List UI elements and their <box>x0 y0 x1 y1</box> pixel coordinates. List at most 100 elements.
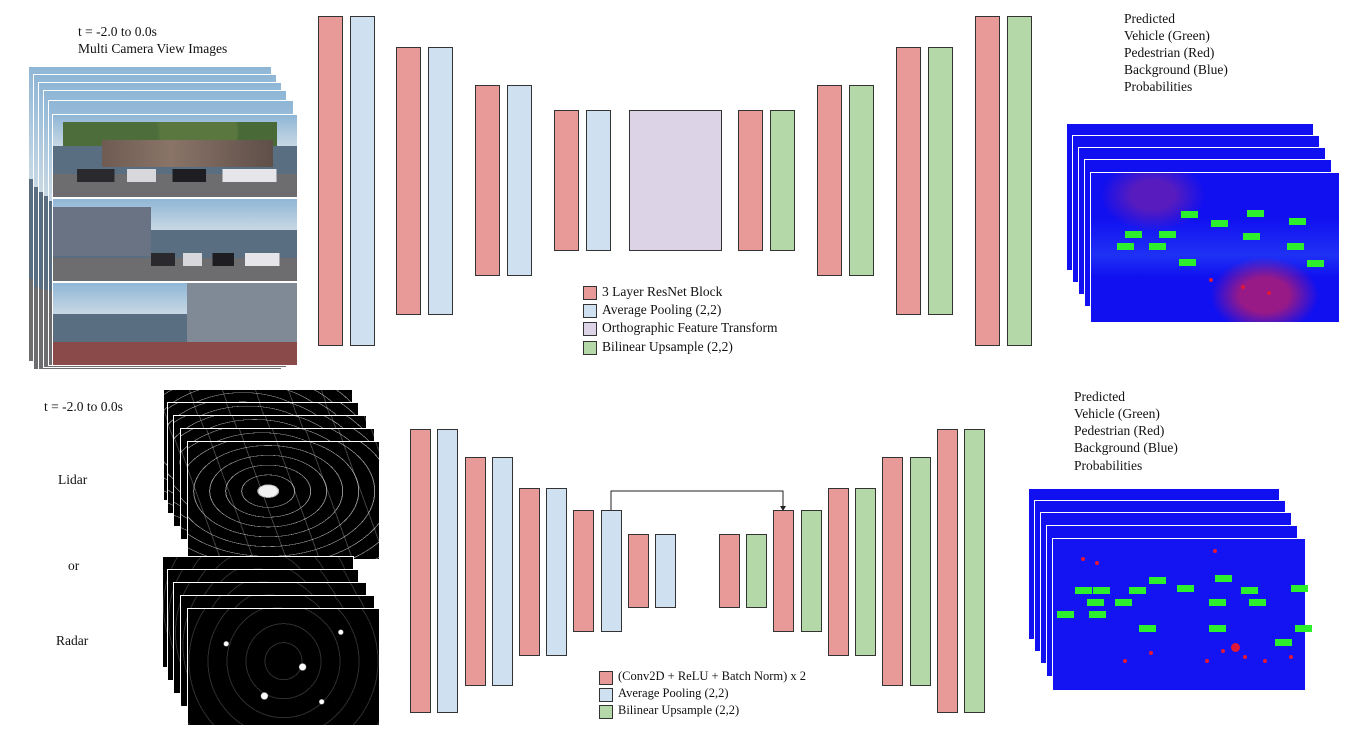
caption-line: Pedestrian (Red) <box>1074 423 1165 438</box>
average-pooling-block <box>428 47 453 315</box>
bilinear-upsample-block <box>910 457 931 686</box>
conv-block <box>628 534 649 608</box>
vehicle-mark <box>1295 625 1312 632</box>
vehicle-mark <box>1275 639 1292 646</box>
average-pooling-block <box>546 488 567 656</box>
caption-line: Predicted <box>1124 11 1175 26</box>
pedestrian-mark <box>1289 655 1293 659</box>
average-pooling-block <box>437 429 458 713</box>
vehicle-mark <box>1087 599 1104 606</box>
bilinear-upsample-block <box>964 429 985 713</box>
radar-map <box>187 608 380 726</box>
caption-line: Background (Blue) <box>1074 440 1178 455</box>
radar-label: Radar <box>56 633 89 648</box>
vehicle-mark <box>1159 231 1176 238</box>
pedestrian-mark <box>1081 557 1085 561</box>
pedestrian-mark <box>1209 278 1213 282</box>
vehicle-mark <box>1115 599 1132 606</box>
vehicle-mark <box>1287 243 1304 250</box>
vehicle-mark <box>1139 625 1156 632</box>
conv-block <box>882 457 903 686</box>
camera-view-side <box>52 198 298 282</box>
or-label: or <box>68 558 80 573</box>
average-pooling-block <box>507 85 532 276</box>
legend-label: Bilinear Upsample (2,2) <box>618 703 740 717</box>
vehicle-mark <box>1129 587 1146 594</box>
vehicle-mark <box>1057 611 1074 618</box>
camera-view-rear <box>52 282 298 366</box>
vehicle-mark <box>1177 585 1194 592</box>
vehicle-mark <box>1211 220 1228 227</box>
legend-label: Orthographic Feature Transform <box>602 320 778 335</box>
pedestrian-mark <box>1213 549 1217 553</box>
resnet-block <box>475 85 500 276</box>
skip-connection-arrow <box>610 490 786 511</box>
conv-block <box>410 429 431 713</box>
vehicle-mark <box>1089 611 1106 618</box>
legend-swatch <box>599 688 613 702</box>
vehicle-mark <box>1209 599 1226 606</box>
orthographic-feature-transform-block <box>629 110 722 251</box>
resnet-block <box>896 47 921 315</box>
conv-block <box>937 429 958 713</box>
resnet-block <box>318 16 343 346</box>
conv-block <box>828 488 849 656</box>
conv-block <box>519 488 540 656</box>
caption-line: Pedestrian (Red) <box>1124 45 1215 60</box>
caption-line: Vehicle (Green) <box>1124 28 1210 43</box>
average-pooling-block <box>655 534 676 608</box>
pedestrian-mark <box>1095 561 1099 565</box>
vehicle-mark <box>1249 599 1266 606</box>
vehicle-mark <box>1179 259 1196 266</box>
pedestrian-mark <box>1243 655 1247 659</box>
average-pooling-block <box>601 510 622 632</box>
legend-swatch <box>599 671 613 685</box>
bilinear-upsample-block <box>746 534 767 608</box>
legend-label: 3 Layer ResNet Block <box>602 284 723 299</box>
vehicle-mark <box>1149 577 1166 584</box>
average-pooling-block <box>492 457 513 686</box>
conv-block <box>719 534 740 608</box>
prediction-map <box>1090 172 1340 323</box>
legend-swatch <box>599 705 613 719</box>
pedestrian-mark <box>1263 659 1267 663</box>
vehicle-mark <box>1149 243 1166 250</box>
vehicle-mark <box>1093 587 1110 594</box>
pedestrian-mark <box>1267 291 1271 295</box>
average-pooling-block <box>350 16 375 346</box>
vehicle-mark <box>1243 233 1260 240</box>
pedestrian-mark <box>1123 659 1127 663</box>
conv-block <box>773 510 794 632</box>
caption-line: Vehicle (Green) <box>1074 406 1160 421</box>
lidar-label: Lidar <box>58 472 88 487</box>
camera-view-front <box>52 114 298 198</box>
vehicle-mark <box>1307 260 1324 267</box>
vehicle-mark <box>1125 231 1142 238</box>
bilinear-upsample-block <box>770 110 795 251</box>
vehicle-mark <box>1247 210 1264 217</box>
vehicle-mark <box>1117 243 1134 250</box>
prediction-map <box>1052 538 1312 691</box>
vehicle-mark <box>1209 625 1226 632</box>
average-pooling-block <box>586 110 611 251</box>
legend-label: (Conv2D + ReLU + Batch Norm) x 2 <box>618 669 807 683</box>
resnet-block <box>817 85 842 276</box>
legend-swatch <box>583 341 597 355</box>
top-time-label: t = -2.0 to 0.0s <box>78 24 157 39</box>
legend-swatch <box>583 304 597 318</box>
caption-line: Predicted <box>1074 389 1125 404</box>
vehicle-mark <box>1241 587 1258 594</box>
bottom-time-label: t = -2.0 to 0.0s <box>44 399 123 414</box>
resnet-block <box>554 110 579 251</box>
pedestrian-mark <box>1149 651 1153 655</box>
vehicle-mark <box>1075 587 1092 594</box>
pedestrian-mark <box>1241 285 1245 289</box>
bilinear-upsample-block <box>855 488 876 656</box>
bilinear-upsample-block <box>928 47 953 315</box>
conv-block <box>465 457 486 686</box>
caption-line: Probabilities <box>1074 458 1143 473</box>
bilinear-upsample-block <box>849 85 874 276</box>
caption-line: Background (Blue) <box>1124 62 1228 77</box>
legend-swatch <box>583 322 597 336</box>
resnet-block <box>396 47 421 315</box>
